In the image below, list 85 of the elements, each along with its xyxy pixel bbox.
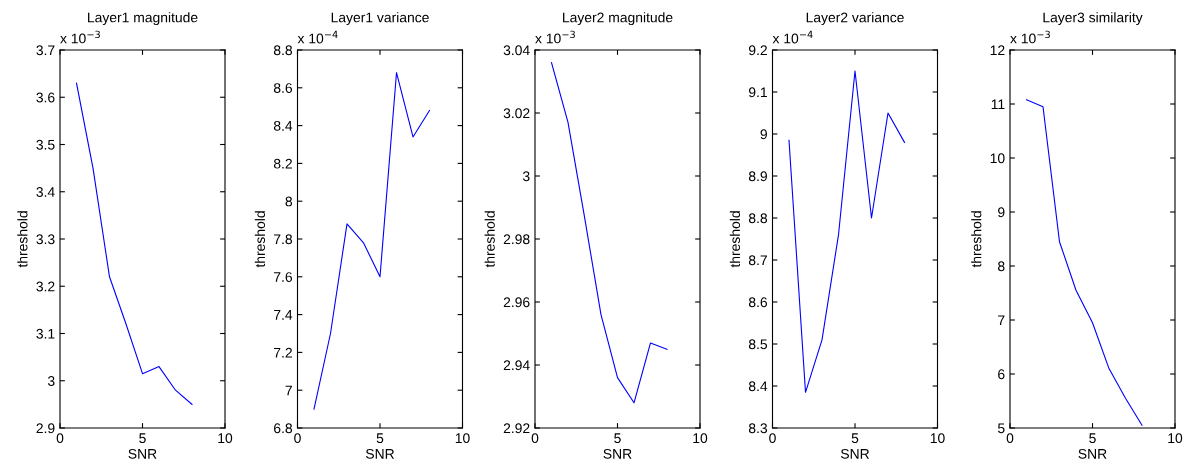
- x-tick-label: 10: [455, 433, 470, 444]
- chart-title: Layer2 magnitude: [563, 12, 673, 26]
- y-tick-label: 3: [47, 376, 55, 386]
- y-tick-label: 2.94: [503, 360, 530, 371]
- x-tick-label: 5: [851, 433, 859, 444]
- y-tick-label: 5: [997, 423, 1005, 434]
- y-tick-label: 8.3: [748, 423, 768, 434]
- y-axis-title: threshold: [971, 211, 982, 268]
- x-axis-title: SNR: [603, 448, 632, 459]
- y-tick-label: 8.6: [748, 297, 768, 308]
- y-tick-label: 8: [998, 261, 1005, 272]
- line-series: [1025, 99, 1143, 426]
- line-series: [75, 82, 193, 405]
- y-tick-label: 8.8: [273, 45, 293, 56]
- y-tick-label: 10: [990, 153, 1005, 164]
- y-tick-label: 8.8: [748, 213, 768, 224]
- y-tick-label: 2.92: [503, 423, 530, 434]
- y-tick-label: 9: [998, 207, 1005, 218]
- x-tick-label: 0: [56, 433, 64, 444]
- y-tick-label: 3.04: [503, 45, 530, 56]
- y-tick-label: 7: [285, 385, 292, 396]
- y-tick-label: 3.4: [36, 187, 55, 197]
- y-axis-title: threshold: [729, 211, 741, 268]
- y-tick-label: 3.6: [36, 92, 55, 103]
- y-tick-label: 7.6: [274, 272, 293, 282]
- y-tick-label: 8.7: [748, 255, 767, 266]
- x-tick-label: 5: [139, 433, 146, 444]
- y-tick-label: 6.8: [274, 423, 293, 434]
- y-tick-label: 9.2: [748, 45, 767, 56]
- line-series: [550, 62, 668, 404]
- x-tick-label: 10: [693, 433, 708, 444]
- y-axis-title: threshold: [484, 211, 495, 268]
- chart-title: Layer1 magnitude: [88, 12, 198, 26]
- text: x 10$^{−3}$: [535, 30, 575, 44]
- y-tick-label: 9.1: [748, 87, 767, 98]
- y-tick-label: 6: [998, 369, 1005, 380]
- y-tick-label: 3.5: [36, 139, 55, 150]
- text: x 10$^{−3}$: [1010, 30, 1050, 44]
- y-tick-label: 7.8: [274, 234, 293, 245]
- y-tick-label: 2.96: [503, 297, 530, 308]
- y-tick-label: 8.4: [748, 381, 768, 392]
- x-axis-title: SNR: [365, 448, 395, 459]
- chart-title: Layer1 variance: [331, 12, 429, 26]
- y-tick-label: 3.2: [36, 281, 55, 292]
- y-tick-label: 3.02: [503, 108, 530, 119]
- y-tick-label: 2.9: [36, 423, 55, 434]
- x-tick-label: 0: [769, 433, 776, 444]
- text: x 10$^{−3}$: [60, 30, 100, 44]
- y-tick-label: 2.98: [503, 234, 530, 245]
- chart-title: Layer3 similarity: [1043, 12, 1143, 26]
- x-tick-label: 10: [1168, 433, 1183, 444]
- x-tick-label: 0: [531, 433, 539, 444]
- y-tick-label: 8: [285, 196, 293, 207]
- x-axis-title: SNR: [1078, 448, 1107, 459]
- text: x 10$^{−4}$: [772, 30, 813, 44]
- text: x 10$^{−4}$: [297, 30, 338, 44]
- x-tick-label: 10: [218, 433, 233, 444]
- y-tick-label: 3.7: [36, 45, 55, 56]
- y-tick-label: 3.1: [36, 328, 55, 339]
- y-tick-label: 8.2: [273, 158, 292, 169]
- y-tick-label: 8.6: [273, 83, 293, 93]
- y-tick-label: 8.5: [748, 339, 768, 350]
- x-tick-label: 5: [1089, 433, 1096, 444]
- y-tick-label: 3.3: [36, 234, 55, 245]
- x-tick-label: 5: [614, 433, 621, 444]
- y-tick-label: 7.2: [274, 347, 292, 358]
- y-tick-label: 8.4: [273, 120, 293, 131]
- y-tick-label: 12: [990, 45, 1005, 56]
- x-axis-title: SNR: [128, 448, 157, 459]
- y-tick-label: 11: [991, 99, 1005, 110]
- y-tick-label: 9: [760, 129, 767, 140]
- x-tick-label: 5: [376, 433, 384, 444]
- chart-title: Layer2 variance: [806, 12, 904, 26]
- y-tick-label: 8.9: [748, 171, 767, 182]
- y-axis-title: threshold: [254, 211, 266, 268]
- y-tick-label: 3: [522, 171, 530, 182]
- x-tick-label: 10: [930, 433, 945, 444]
- y-tick-label: 7: [998, 315, 1005, 326]
- x-axis-title: SNR: [840, 448, 870, 459]
- y-axis-title: threshold: [17, 211, 28, 268]
- x-tick-label: 0: [294, 433, 301, 444]
- x-tick-label: 0: [1006, 433, 1014, 444]
- line-series: [788, 70, 906, 393]
- y-tick-label: 7.4: [274, 310, 293, 320]
- line-series: [313, 72, 431, 410]
